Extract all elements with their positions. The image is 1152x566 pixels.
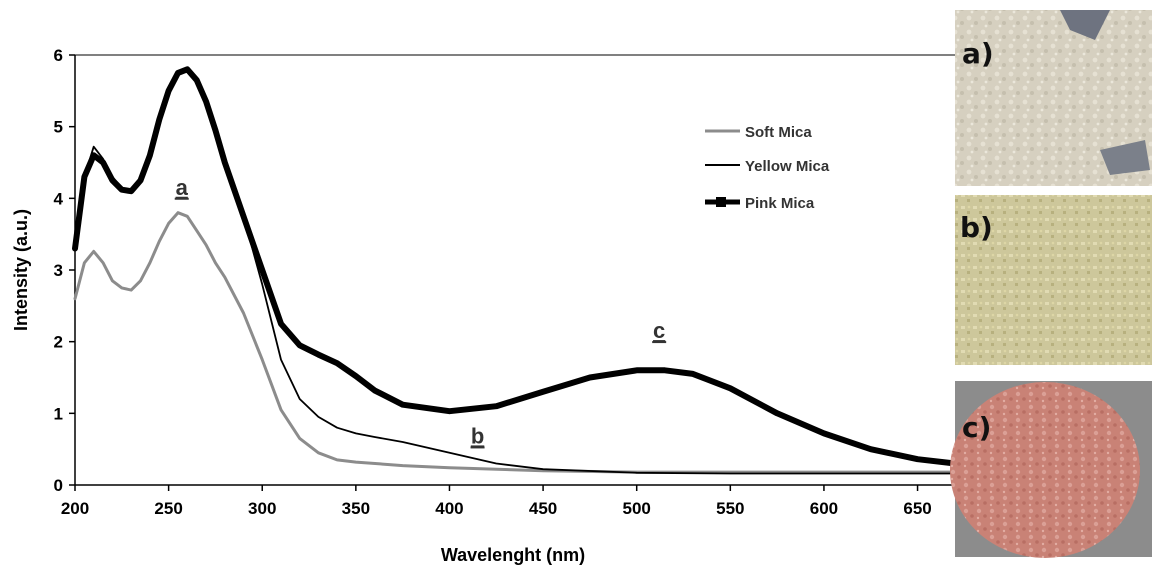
legend-label-yellow-mica: Yellow Mica bbox=[745, 158, 830, 175]
photo-panel-a: a) bbox=[955, 10, 1152, 186]
y-tick-label: 4 bbox=[54, 189, 64, 208]
annotation-a: a bbox=[176, 175, 189, 200]
x-tick-label: 550 bbox=[716, 499, 744, 518]
legend-label-soft-mica: Soft Mica bbox=[745, 124, 812, 141]
photo-c-image bbox=[950, 382, 1140, 558]
y-tick-label: 6 bbox=[54, 46, 63, 65]
photo-a-dark-patch bbox=[1060, 10, 1110, 40]
photo-panel-b: b) bbox=[955, 195, 1152, 365]
x-axis-label: Wavelenght (nm) bbox=[441, 545, 585, 565]
series-layer bbox=[72, 66, 958, 475]
photo-c-label: c) bbox=[962, 411, 991, 444]
legend: Soft Mica Yellow Mica Pink Mica bbox=[705, 124, 830, 212]
x-ticks: 200 250 300 350 400 450 500 550 600 650 bbox=[61, 485, 932, 518]
y-axis-label: Intensity (a.u.) bbox=[11, 209, 31, 331]
x-tick-label: 350 bbox=[342, 499, 370, 518]
legend-marker-pink-mica bbox=[716, 197, 726, 207]
y-tick-label: 5 bbox=[54, 118, 63, 137]
x-tick-label: 250 bbox=[154, 499, 182, 518]
series-line-yellow-mica bbox=[74, 68, 956, 475]
series-line-soft-mica bbox=[73, 211, 957, 474]
x-tick-label: 600 bbox=[810, 499, 838, 518]
photo-b-label: b) bbox=[960, 211, 993, 244]
y-tick-label: 3 bbox=[54, 261, 63, 280]
series-line-pink-mica bbox=[72, 66, 958, 467]
annotations-layer: a b c bbox=[174, 175, 667, 449]
x-tick-label: 450 bbox=[529, 499, 557, 518]
y-tick-label: 0 bbox=[54, 476, 63, 495]
y-ticks: 0 1 2 3 4 5 6 bbox=[54, 46, 75, 495]
y-tick-label: 1 bbox=[54, 404, 63, 423]
photo-a-label: a) bbox=[962, 37, 994, 70]
photo-a-dark-patch-2 bbox=[1100, 140, 1150, 175]
annotation-b: b bbox=[471, 423, 484, 448]
photo-b-image bbox=[955, 195, 1152, 365]
x-tick-label: 400 bbox=[435, 499, 463, 518]
legend-label-pink-mica: Pink Mica bbox=[745, 195, 815, 212]
x-tick-label: 500 bbox=[623, 499, 651, 518]
x-tick-label: 650 bbox=[903, 499, 931, 518]
y-tick-label: 2 bbox=[54, 333, 63, 352]
annotation-c: c bbox=[653, 318, 665, 343]
x-tick-label: 300 bbox=[248, 499, 276, 518]
x-tick-label: 200 bbox=[61, 499, 89, 518]
photo-panel-c: c) bbox=[950, 381, 1152, 558]
